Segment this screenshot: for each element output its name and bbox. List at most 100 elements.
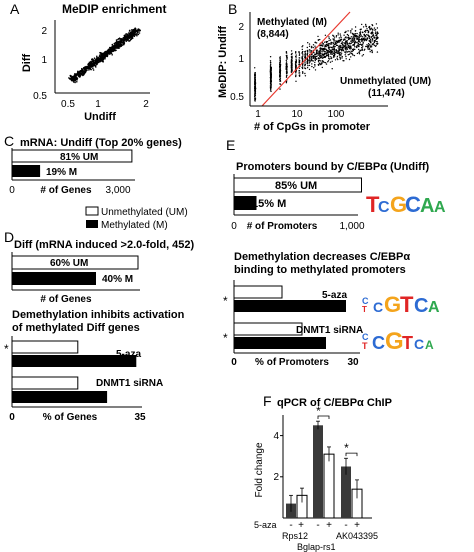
- panel-b-point: [359, 32, 361, 35]
- panel-b-point: [370, 45, 372, 48]
- panel-a-point: [78, 70, 81, 73]
- panel-b-point: [308, 45, 311, 47]
- panel-a-point: [109, 50, 112, 52]
- panel-b-point: [320, 52, 322, 55]
- panel-b-point: [336, 57, 338, 59]
- panel-b-point: [310, 47, 313, 49]
- legend-label-unmethylated: Unmethylated (UM): [101, 207, 188, 218]
- panel-b-point: [371, 38, 373, 40]
- motif-mid-letter-3: C: [373, 299, 383, 315]
- panel-b-ytick-1: 1: [238, 54, 244, 65]
- panel-b-point: [304, 56, 306, 58]
- panel-e-title: Promoters bound by C/EBPα (Undiff): [236, 161, 429, 173]
- panel-b-point: [306, 67, 309, 69]
- panel-c-bar-um: [11, 149, 133, 163]
- legend-label-methylated: Methylated (M): [101, 220, 168, 231]
- panel-b-point: [367, 48, 369, 50]
- panel-a-point: [84, 66, 86, 68]
- panel-b-point: [319, 49, 321, 51]
- motif-top-letter-5: A: [420, 195, 434, 217]
- panel-a-point: [96, 55, 98, 58]
- panel-b-point: [341, 55, 343, 58]
- panel-b-point: [354, 26, 357, 28]
- panel-b-point: [279, 62, 281, 64]
- panel-b-point: [333, 37, 336, 39]
- panel-b-point: [314, 45, 316, 47]
- panel-b-point: [361, 39, 363, 41]
- panel-b-point: [337, 47, 339, 49]
- panel-b-xtick-100: 100: [328, 109, 345, 120]
- panel-b-point: [357, 41, 359, 43]
- panel-b-point: [336, 44, 339, 47]
- panel-b-point: [319, 54, 321, 57]
- panel-b-point: [307, 51, 309, 53]
- panel-a-point: [120, 43, 123, 46]
- panel-b-point: [313, 67, 315, 69]
- panel-b-point: [367, 47, 369, 49]
- panel-b-point: [317, 50, 319, 52]
- panel-f-bar-minus: [341, 466, 351, 518]
- panel-b-point: [335, 44, 338, 47]
- panel-b-point: [298, 72, 300, 74]
- panel-a-point: [130, 29, 133, 31]
- panel-b-point: [307, 65, 309, 67]
- panel-b-point: [285, 63, 288, 65]
- panel-b-point: [331, 53, 333, 55]
- panel-b-point: [374, 29, 376, 31]
- panel-a-point: [97, 56, 100, 59]
- panel-b-point: [337, 58, 339, 61]
- panel-b-point: [313, 52, 315, 54]
- panel-b-point: [314, 65, 316, 67]
- panel-b-point: [311, 63, 313, 65]
- panel-b-point: [306, 52, 309, 54]
- panel-b-point: [329, 49, 332, 52]
- panel-a-point: [72, 79, 75, 81]
- panel-f-sign-2: +: [298, 520, 304, 531]
- motif-bot-letter-2: T: [362, 341, 368, 351]
- panel-b-point: [310, 58, 313, 61]
- panel-b-point: [370, 27, 373, 29]
- panel-b-point: [341, 43, 344, 45]
- panel-a-point: [132, 31, 134, 34]
- panel-a-point: [134, 33, 136, 35]
- panel-b-point: [286, 72, 288, 74]
- panel-b-point: [308, 68, 311, 71]
- panel-b-xtick-1: 1: [255, 109, 261, 120]
- panel-b-point: [315, 51, 318, 53]
- panel-b-point: [314, 55, 316, 58]
- panel-b-point: [328, 56, 330, 58]
- panel-b-point: [353, 33, 355, 35]
- panel-b-point: [326, 54, 328, 57]
- panel-a-point: [106, 55, 109, 58]
- panel-b-point: [339, 52, 341, 54]
- panel-f-gene-rps12: Rps12: [282, 531, 308, 541]
- panel-a-point: [111, 43, 114, 46]
- panel-b-point: [363, 49, 365, 51]
- panel-b-point: [353, 37, 355, 39]
- panel-b-point: [373, 41, 375, 43]
- panel-b-point: [323, 50, 325, 53]
- panel-a-point: [131, 36, 134, 38]
- panel-a-point: [89, 63, 92, 66]
- panel-b-point: [349, 46, 352, 49]
- panel-a-point: [115, 47, 117, 49]
- panel-b-point: [362, 54, 365, 56]
- panel-b-point: [304, 64, 306, 66]
- panel-b-point: [285, 76, 288, 78]
- panel-b-point: [330, 53, 332, 55]
- panel-b-point: [369, 39, 372, 41]
- panel-b-point: [360, 35, 363, 37]
- panel-b-label-unmethylated: Unmethylated (UM): [340, 76, 431, 87]
- panel-a-point: [116, 47, 118, 50]
- panel-b-point: [374, 45, 377, 47]
- panel-b-point: [338, 41, 340, 44]
- panel-b-point: [308, 59, 311, 61]
- panel-b-point: [301, 66, 303, 69]
- panel-d-letter: D: [4, 229, 14, 245]
- panel-f-significance-star: *: [344, 441, 349, 455]
- panel-b-point: [335, 36, 337, 38]
- panel-b-point: [304, 62, 306, 64]
- panel-b-point: [358, 51, 360, 54]
- panel-b-point: [290, 71, 293, 74]
- panel-b-point: [312, 60, 314, 62]
